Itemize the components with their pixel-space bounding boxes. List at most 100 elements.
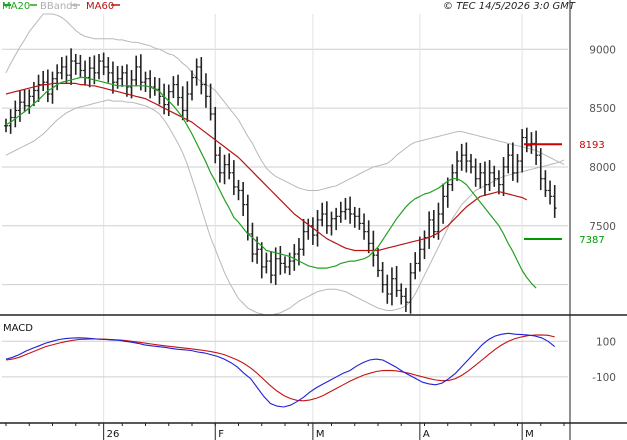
ohlc-bar xyxy=(431,210,436,239)
ohlc-bar xyxy=(36,74,41,102)
ohlc-bar xyxy=(473,158,478,187)
ohlc-bar xyxy=(329,211,334,236)
ohlc-bar xyxy=(501,157,506,196)
ohlc-bar xyxy=(538,148,543,191)
ohlc-bar xyxy=(441,183,446,224)
x-axis-label: A xyxy=(423,429,430,440)
ohlc-bar xyxy=(64,55,69,84)
legend-label-ma20: MA20 xyxy=(2,1,30,12)
ohlc-bar xyxy=(69,48,74,85)
price-y-tick-label: 7500 xyxy=(589,221,616,233)
ohlc-bar xyxy=(496,170,501,195)
ohlc-bar xyxy=(264,252,269,274)
ma60-line xyxy=(5,82,528,252)
ohlc-bar xyxy=(171,76,176,99)
ohlc-bar xyxy=(4,118,8,133)
ohlc-bar xyxy=(222,154,227,185)
ohlc-bar xyxy=(343,198,348,220)
ohlc-bar xyxy=(315,210,320,247)
ohlc-bar xyxy=(115,66,120,89)
ohlc-bar xyxy=(413,252,418,280)
ohlc-bar xyxy=(357,207,362,230)
ohlc-bar xyxy=(180,86,185,121)
macd-line xyxy=(5,332,556,408)
macd-title: MACD xyxy=(3,323,33,334)
ohlc-bar xyxy=(176,74,181,106)
ohlc-bar xyxy=(227,153,232,180)
legend-label-bbands: BBands xyxy=(40,1,78,12)
ohlc-bar xyxy=(338,201,343,223)
ohlc-bar xyxy=(134,55,139,87)
ohlc-bar xyxy=(273,247,278,285)
x-axis-label: F xyxy=(218,429,224,440)
bbands-lower-line xyxy=(5,99,565,316)
x-axis-label: M xyxy=(316,429,325,440)
ohlc-bar xyxy=(459,143,464,171)
macd-y-tick-label: -100 xyxy=(592,372,616,384)
ohlc-bar xyxy=(129,70,134,99)
ohlc-bar xyxy=(394,266,399,297)
x-axis-label: 26 xyxy=(107,429,120,440)
ohlc-bar xyxy=(492,165,497,187)
ohlc-bar xyxy=(213,106,218,164)
ohlc-bar xyxy=(120,65,125,87)
ohlc-bar xyxy=(469,154,473,174)
ohlc-bar xyxy=(250,222,255,263)
ohlc-bar xyxy=(208,83,213,121)
ohlc-bar xyxy=(110,61,115,94)
ohlc-bar xyxy=(515,154,520,183)
price-y-tick-label: 9000 xyxy=(589,44,616,56)
ohlc-bar xyxy=(487,160,492,192)
ohlc-bar xyxy=(478,162,483,189)
ohlc-bar xyxy=(543,170,548,197)
ohlc-bar xyxy=(408,262,413,314)
ohlc-bar xyxy=(455,151,460,181)
ohlc-bar xyxy=(548,180,553,205)
ohlc-bar xyxy=(348,196,353,224)
ohlc-bar xyxy=(27,89,32,114)
ohlc-bar xyxy=(8,109,13,134)
macd-y-tick-label: 100 xyxy=(596,336,616,348)
ohlc-bar xyxy=(231,160,236,196)
ohlc-bar xyxy=(417,236,422,272)
ohlc-bar xyxy=(334,207,339,231)
ohlc-bar xyxy=(13,100,18,128)
ohlc-bar xyxy=(17,90,22,122)
ohlc-bar xyxy=(301,218,306,256)
price-y-tick-label: 8500 xyxy=(589,103,616,115)
ohlc-bar xyxy=(101,52,106,76)
price-y-tick-label: 8000 xyxy=(589,162,616,174)
legend-swatch-ma20 xyxy=(3,4,11,6)
resistance-level-label: 8193 xyxy=(579,140,604,151)
ohlc-bar xyxy=(278,246,283,275)
ohlc-bar xyxy=(217,146,222,183)
ohlc-bar xyxy=(380,262,385,293)
ohlc-bar xyxy=(259,242,264,279)
ohlc-bar xyxy=(399,283,404,305)
ohlc-bar xyxy=(255,236,260,264)
ohlc-bar xyxy=(436,202,441,240)
ohlc-bar xyxy=(482,161,487,196)
ohlc-bar xyxy=(283,256,287,274)
ohlc-bar xyxy=(55,64,60,91)
ohlc-bar xyxy=(73,54,78,75)
ohlc-bar xyxy=(292,244,297,271)
ohlc-bar xyxy=(241,182,246,216)
macd-signal-line xyxy=(5,334,555,402)
ohlc-bar xyxy=(190,70,194,101)
ohlc-bar xyxy=(87,56,92,88)
ohlc-bar xyxy=(552,185,557,218)
ohlc-bar xyxy=(422,230,427,260)
ohlc-bar xyxy=(506,143,511,174)
ohlc-bar xyxy=(106,57,111,83)
ohlc-bar xyxy=(45,69,50,103)
ohlc-bar xyxy=(352,206,357,228)
ohlc-bar xyxy=(236,179,241,201)
ohlc-bar xyxy=(269,251,274,284)
ohlc-bar xyxy=(143,71,148,92)
ohlc-bar xyxy=(194,58,199,86)
legend: MA20 BBands MA60 xyxy=(2,1,120,12)
ohlc-bar xyxy=(385,274,390,304)
